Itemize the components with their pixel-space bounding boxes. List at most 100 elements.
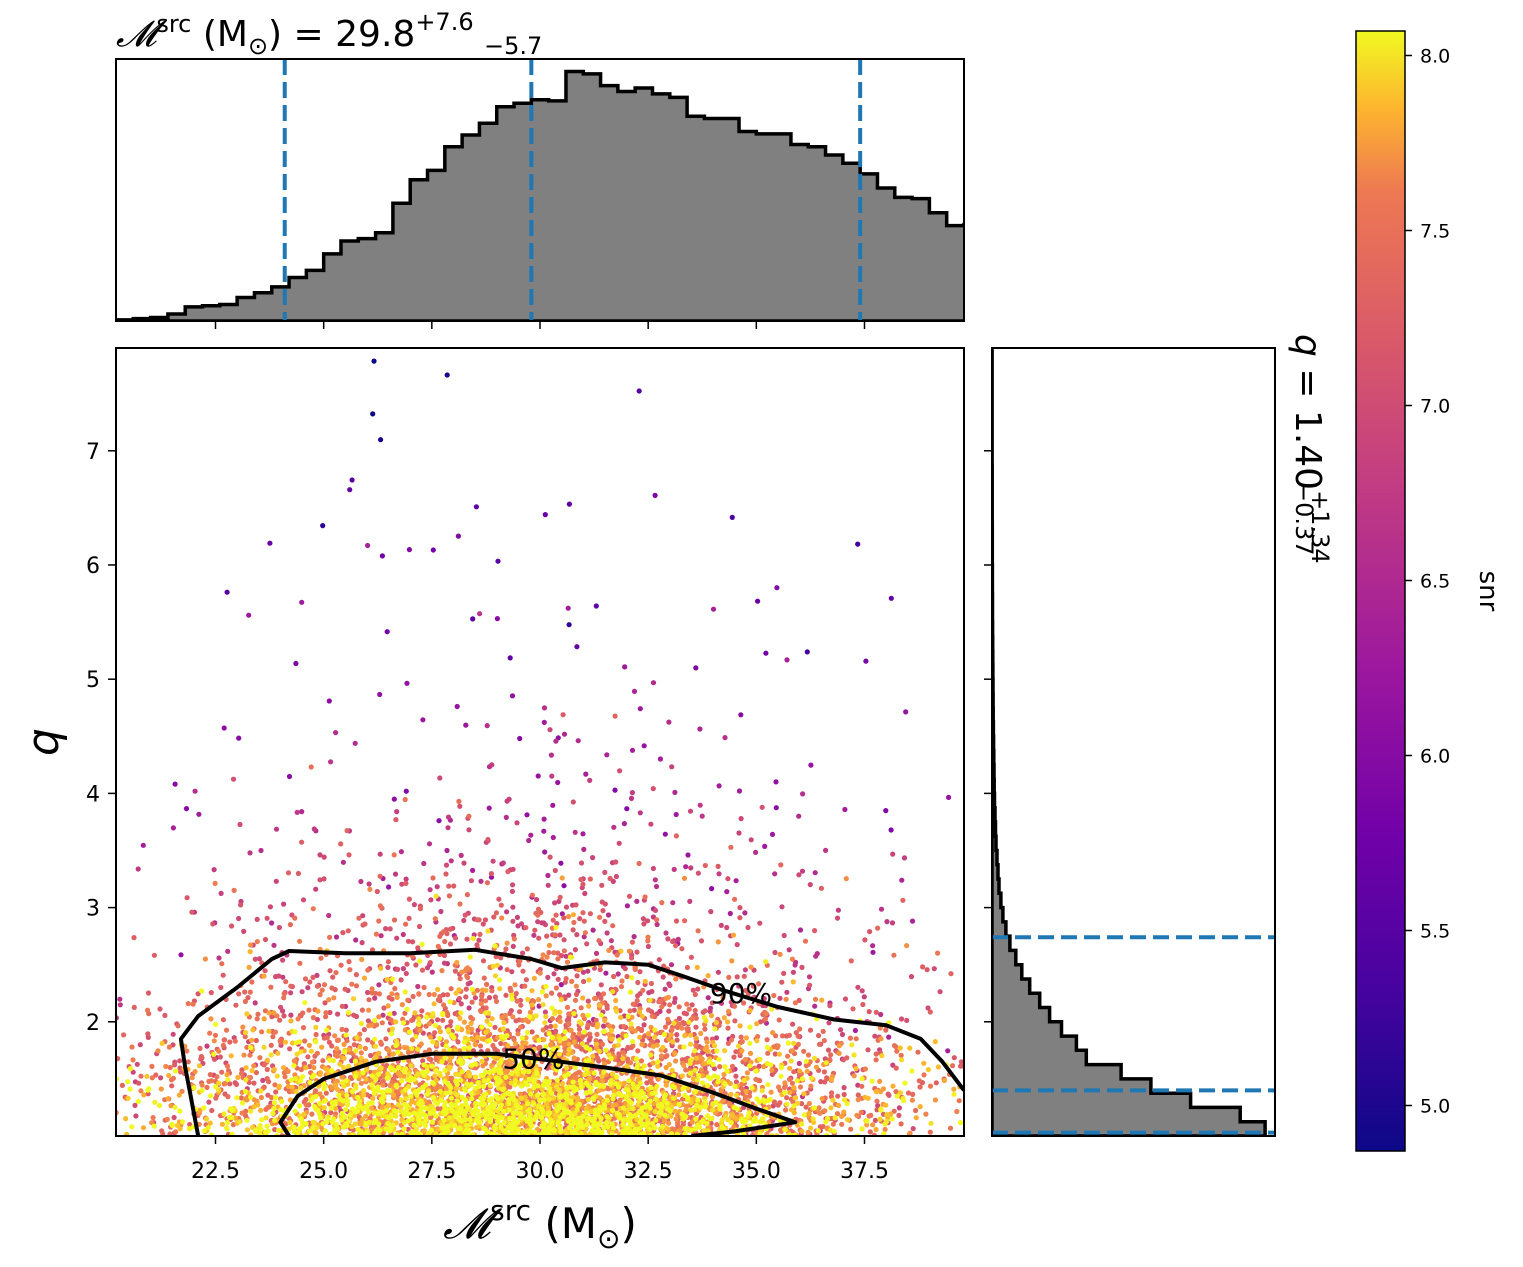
scatter-point (470, 935, 476, 942)
scatter-point (581, 934, 587, 940)
scatter-point (570, 799, 576, 805)
scatter-point (662, 986, 668, 992)
scatter-point (427, 1034, 433, 1040)
scatter-point (717, 1064, 723, 1070)
scatter-point (232, 1038, 238, 1044)
scatter-point (923, 1111, 929, 1117)
scatter-point (720, 995, 726, 1001)
scatter-point (338, 962, 344, 968)
scatter-point (493, 910, 499, 916)
scatter-point (575, 738, 581, 744)
scatter-point (653, 883, 660, 890)
scatter-point (818, 885, 825, 891)
scatter-point (395, 966, 401, 973)
scatter-point (390, 1051, 396, 1057)
scatter-point (819, 1096, 825, 1102)
scatter-point (621, 821, 628, 827)
scatter-point (536, 1003, 542, 1009)
scatter-point (483, 998, 489, 1004)
scatter-point (363, 1076, 369, 1082)
scatter-point (353, 972, 359, 978)
top-histogram-bars (116, 69, 964, 321)
scatter-point (842, 996, 849, 1002)
scatter-point (716, 783, 722, 789)
scatter-point (888, 827, 894, 833)
scatter-point (271, 1066, 277, 1073)
scatter-point (776, 1084, 782, 1090)
scatter-point (399, 1002, 405, 1008)
scatter-point (548, 1041, 554, 1048)
scatter-point (391, 796, 397, 802)
main-panel: 90%50% 22.5 25.0 27.5 30.0 32.5 35.0 37.5 2345… (18, 347, 965, 1255)
scatter-point (485, 836, 491, 843)
scatter-point (900, 897, 906, 903)
scatter-point (544, 954, 550, 960)
scatter-point (242, 1096, 248, 1102)
scatter-point (927, 1009, 933, 1015)
scatter-point (178, 952, 184, 958)
scatter-point (426, 991, 432, 998)
scatter-point (684, 964, 691, 971)
scatter-point (655, 1059, 661, 1065)
scatter-point (218, 890, 224, 897)
scatter-point (365, 989, 371, 996)
scatter-point (542, 1020, 548, 1026)
scatter-point (873, 1089, 880, 1095)
scatter-point (948, 971, 954, 977)
scatter-point (786, 1032, 793, 1038)
scatter-point (769, 1067, 775, 1073)
scatter-point (494, 616, 500, 622)
scatter-point (385, 1003, 391, 1009)
scatter-point (285, 870, 292, 876)
scatter-point (164, 1116, 170, 1122)
scatter-point (212, 880, 218, 887)
scatter-point (560, 1080, 566, 1087)
scatter-point (873, 1009, 879, 1015)
scatter-point (708, 1013, 715, 1019)
scatter-point (204, 1043, 210, 1049)
scatter-point (781, 970, 787, 977)
scatter-point (207, 1072, 213, 1078)
scatter-point (872, 1033, 878, 1039)
scatter-point (904, 943, 910, 949)
scatter-point (683, 864, 689, 870)
scatter-point (947, 1125, 954, 1131)
scatter-point (144, 1007, 151, 1013)
scatter-point (551, 950, 557, 956)
scatter-point (510, 1045, 516, 1051)
scatter-point (343, 1027, 349, 1033)
scatter-point (333, 1052, 339, 1058)
scatter-point (464, 936, 470, 942)
scatter-point (807, 1059, 813, 1065)
scatter-point (269, 920, 275, 926)
scatter-point (959, 1063, 964, 1069)
scatter-point (829, 1090, 835, 1096)
scatter-point (222, 1080, 228, 1086)
scatter-point (428, 897, 434, 903)
scatter-point (262, 936, 269, 943)
scatter-point (391, 852, 397, 858)
scatter-point (435, 1017, 441, 1023)
scatter-point (777, 951, 783, 958)
scatter-point (612, 787, 618, 793)
scatter-point (245, 995, 251, 1001)
scatter-point (614, 1008, 620, 1014)
scatter-point (700, 1073, 706, 1079)
scatter-point (877, 1116, 883, 1122)
scatter-point (303, 1065, 309, 1071)
scatter-point (510, 918, 516, 924)
scatter-point (288, 983, 294, 989)
scatter-point (878, 1011, 884, 1018)
scatter-point (613, 873, 620, 880)
scatter-point (736, 983, 742, 989)
scatter-point (734, 942, 740, 948)
scatter-point (492, 994, 498, 1000)
scatter-point (924, 967, 930, 973)
scatter-point (276, 1083, 282, 1089)
scatter-point (509, 693, 516, 699)
scatter-point (590, 1021, 596, 1028)
scatter-point (669, 764, 675, 770)
scatter-point (511, 936, 517, 942)
scatter-point (264, 1066, 270, 1073)
scatter-point (631, 688, 638, 695)
